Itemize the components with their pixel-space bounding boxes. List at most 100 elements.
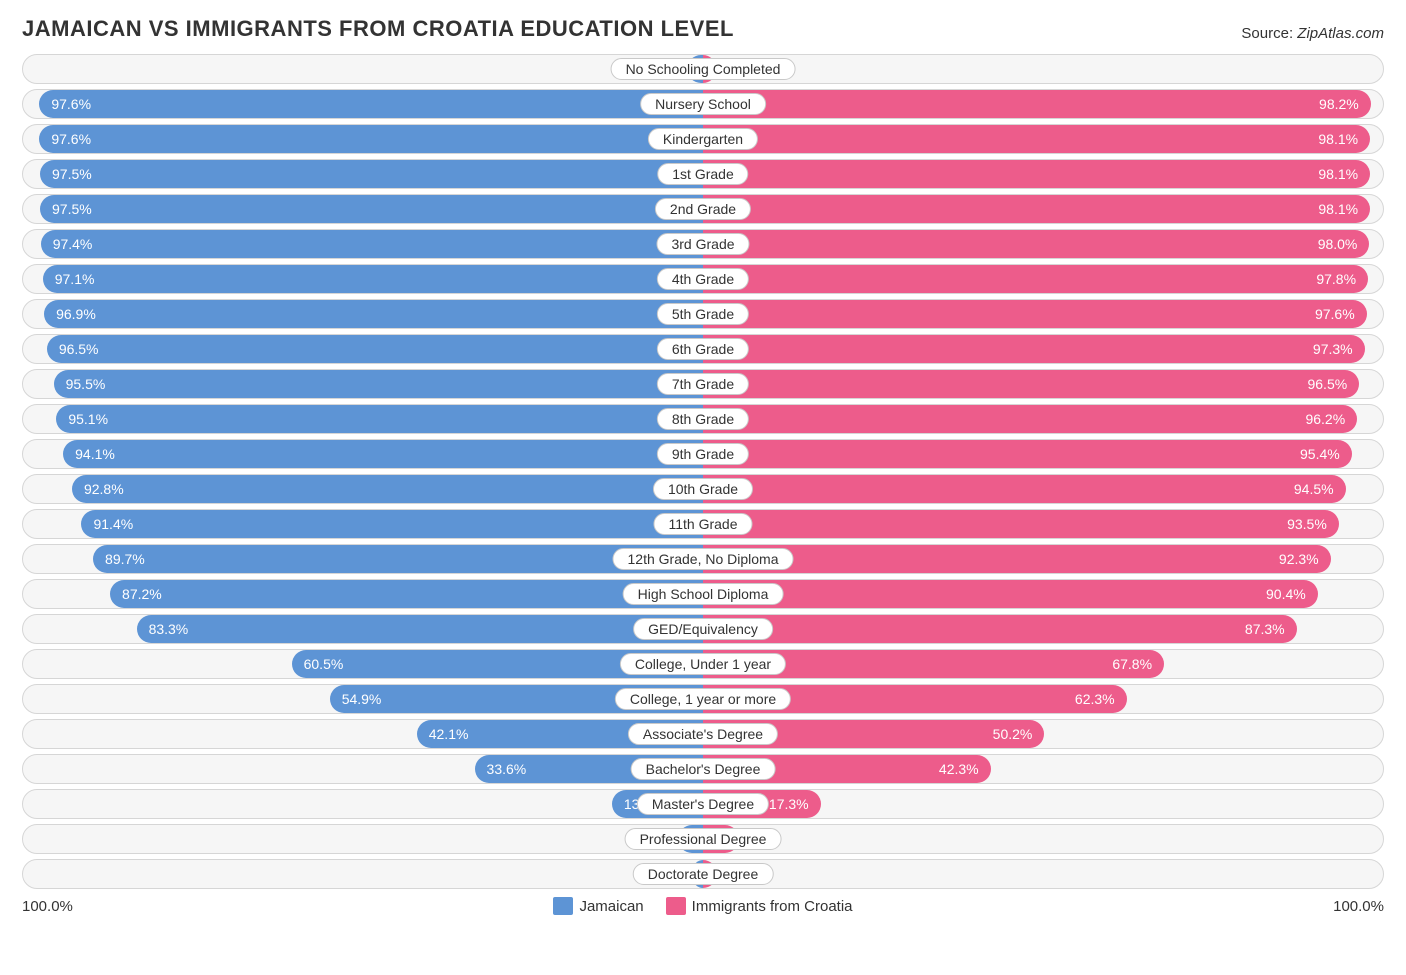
chart-row: 97.6% 98.1% Kindergarten	[22, 124, 1384, 154]
bar-left-value: 33.6%	[475, 761, 539, 777]
bar-right-value: 97.3%	[1301, 341, 1365, 357]
bar-left-value: 96.5%	[47, 341, 111, 357]
bar-left-value: 42.1%	[417, 726, 481, 742]
category-label: High School Diploma	[623, 583, 784, 605]
bar-right: 98.2%	[703, 90, 1371, 118]
bar-right: 98.1%	[703, 125, 1370, 153]
chart-row: 96.9%97.6%5th Grade	[22, 299, 1384, 329]
bar-right: 87.3%	[703, 615, 1297, 643]
chart-row: 60.5% 67.8% College, Under 1 year	[22, 649, 1384, 679]
bar-left-value: 94.1%	[63, 446, 127, 462]
category-label: 7th Grade	[657, 373, 749, 395]
bar-left: 97.5%	[40, 195, 703, 223]
chart-row: 92.8%94.5%10th Grade	[22, 474, 1384, 504]
category-label: 1st Grade	[657, 163, 748, 185]
bar-left: 95.5%	[54, 370, 703, 398]
bar-left-value: 97.1%	[43, 271, 107, 287]
category-label: 8th Grade	[657, 408, 749, 430]
bar-left-value: 96.9%	[44, 306, 108, 322]
legend: Jamaican Immigrants from Croatia	[553, 897, 852, 915]
bar-left-value: 95.1%	[56, 411, 120, 427]
category-label: 9th Grade	[657, 443, 749, 465]
chart-row: 83.3% 87.3% GED/Equivalency	[22, 614, 1384, 644]
bar-left: 97.6%	[39, 125, 703, 153]
bar-right-value: 98.1%	[1306, 131, 1370, 147]
bar-left: 96.9%	[44, 300, 703, 328]
category-label: Bachelor's Degree	[631, 758, 776, 780]
bar-right: 97.6%	[703, 300, 1367, 328]
bar-right-value: 67.8%	[1100, 656, 1164, 672]
bar-right-value: 98.0%	[1306, 236, 1370, 252]
bar-left-value: 83.3%	[137, 621, 201, 637]
bar-right: 92.3%	[703, 545, 1331, 573]
diverging-bar-chart: 2.4%1.9%No Schooling Completed 97.6% 98.2%…	[22, 54, 1384, 889]
category-label: College, Under 1 year	[620, 653, 786, 675]
category-label: 11th Grade	[653, 513, 752, 535]
bar-right-value: 90.4%	[1254, 586, 1318, 602]
category-label: 6th Grade	[657, 338, 749, 360]
chart-row: 1.5%2.1%Doctorate Degree	[22, 859, 1384, 889]
bar-left: 97.1%	[43, 265, 703, 293]
chart-row: 2.4%1.9%No Schooling Completed	[22, 54, 1384, 84]
bar-left-value: 97.6%	[39, 131, 103, 147]
chart-row: 97.4%98.0%3rd Grade	[22, 229, 1384, 259]
category-label: 4th Grade	[657, 268, 749, 290]
bar-left-value: 87.2%	[110, 586, 174, 602]
bar-right-value: 94.5%	[1282, 481, 1346, 497]
bar-left: 92.8%	[72, 475, 703, 503]
axis-right-label: 100.0%	[1333, 898, 1384, 915]
bar-right-value: 87.3%	[1233, 621, 1297, 637]
chart-row: 89.7%92.3%12th Grade, No Diploma	[22, 544, 1384, 574]
bar-right: 97.3%	[703, 335, 1365, 363]
legend-item-left: Jamaican	[553, 897, 643, 915]
bar-left-value: 60.5%	[292, 656, 356, 672]
bar-right: 98.1%	[703, 160, 1370, 188]
legend-label-left: Jamaican	[579, 898, 643, 915]
bar-left-value: 97.4%	[41, 236, 105, 252]
chart-row: 97.6%98.2%Nursery School	[22, 89, 1384, 119]
chart-row: 94.1% 95.4%9th Grade	[22, 439, 1384, 469]
bar-right-value: 98.2%	[1307, 96, 1371, 112]
category-label: Kindergarten	[648, 128, 758, 150]
bar-left-value: 95.5%	[54, 376, 118, 392]
axis-left-label: 100.0%	[22, 898, 73, 915]
bar-left: 95.1%	[56, 405, 703, 433]
legend-swatch-left	[553, 897, 573, 915]
category-label: Nursery School	[640, 93, 766, 115]
bar-right-value: 92.3%	[1267, 551, 1331, 567]
bar-right-value: 97.6%	[1303, 306, 1367, 322]
chart-row: 95.5% 96.5% 7th Grade	[22, 369, 1384, 399]
category-label: GED/Equivalency	[633, 618, 773, 640]
category-label: No Schooling Completed	[611, 58, 796, 80]
bar-right: 93.5%	[703, 510, 1339, 538]
category-label: Associate's Degree	[628, 723, 778, 745]
legend-label-right: Immigrants from Croatia	[692, 898, 853, 915]
chart-row: 3.7%5.3%Professional Degree	[22, 824, 1384, 854]
bar-right-value: 98.1%	[1306, 166, 1370, 182]
category-label: Doctorate Degree	[633, 863, 774, 885]
bar-left-value: 54.9%	[330, 691, 394, 707]
bar-left: 96.5%	[47, 335, 703, 363]
chart-row: 97.5%98.1%2nd Grade	[22, 194, 1384, 224]
bar-right-value: 96.5%	[1295, 376, 1359, 392]
chart-row: 42.1% 50.2% Associate's Degree	[22, 719, 1384, 749]
bar-left-value: 92.8%	[72, 481, 136, 497]
bar-left: 97.4%	[41, 230, 703, 258]
bar-left: 87.2%	[110, 580, 703, 608]
bar-right: 98.0%	[703, 230, 1369, 258]
bar-right-value: 50.2%	[981, 726, 1045, 742]
bar-right: 95.4%	[703, 440, 1352, 468]
bar-right-value: 96.2%	[1293, 411, 1357, 427]
bar-left-value: 97.5%	[40, 201, 104, 217]
category-label: 12th Grade, No Diploma	[613, 548, 794, 570]
bar-right-value: 62.3%	[1063, 691, 1127, 707]
bar-right: 94.5%	[703, 475, 1346, 503]
chart-row: 91.4%93.5%11th Grade	[22, 509, 1384, 539]
chart-row: 96.5% 97.3% 6th Grade	[22, 334, 1384, 364]
bar-right-value: 97.8%	[1304, 271, 1368, 287]
chart-row: 13.4%17.3%Master's Degree	[22, 789, 1384, 819]
chart-row: 33.6%42.3%Bachelor's Degree	[22, 754, 1384, 784]
chart-row: 97.1% 97.8% 4th Grade	[22, 264, 1384, 294]
legend-swatch-right	[666, 897, 686, 915]
bar-right: 97.8%	[703, 265, 1368, 293]
